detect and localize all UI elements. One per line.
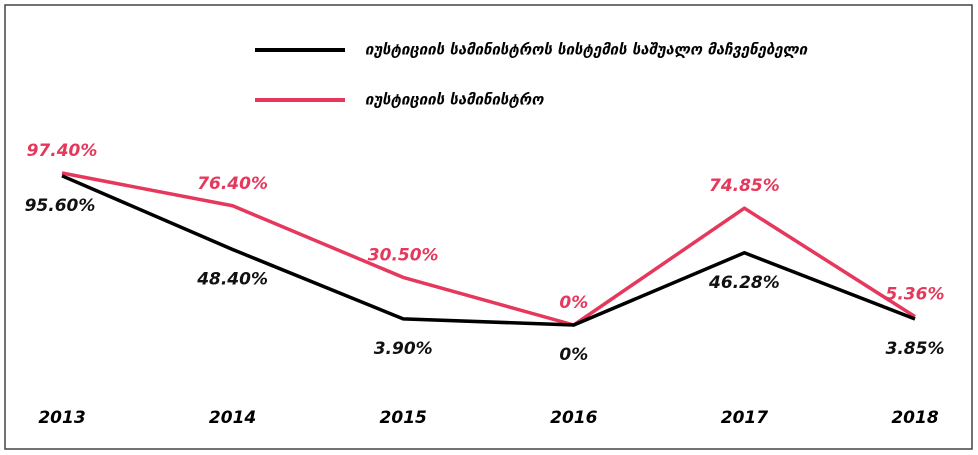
data-label: 3.90% bbox=[374, 339, 433, 359]
legend-label: იუსტიციის სამინისტრო bbox=[365, 91, 544, 109]
data-label: 0% bbox=[559, 345, 588, 365]
x-tick-label: 2016 bbox=[550, 408, 597, 428]
x-tick-label: 2013 bbox=[38, 408, 85, 428]
data-label: 3.85% bbox=[886, 339, 945, 359]
data-label: 30.50% bbox=[368, 245, 439, 265]
data-label: 76.40% bbox=[197, 174, 268, 194]
x-tick-label: 2017 bbox=[721, 408, 768, 428]
data-label: 5.36% bbox=[886, 285, 945, 305]
x-tick-label: 2014 bbox=[209, 408, 256, 428]
x-tick-label: 2018 bbox=[891, 408, 938, 428]
data-label: 74.85% bbox=[709, 176, 780, 196]
data-label: 95.60% bbox=[25, 196, 96, 216]
data-label: 0% bbox=[559, 293, 588, 313]
frame bbox=[4, 4, 973, 450]
line bbox=[61, 174, 916, 327]
data-label: 48.40% bbox=[196, 269, 268, 289]
data-label: 97.40% bbox=[27, 141, 98, 161]
data-label: 46.28% bbox=[708, 273, 780, 293]
line bbox=[61, 171, 916, 327]
legend-label: იუსტიციის სამინისტროს სისტემის საშუალო მ… bbox=[365, 41, 809, 59]
x-tick-label: 2015 bbox=[380, 408, 427, 428]
